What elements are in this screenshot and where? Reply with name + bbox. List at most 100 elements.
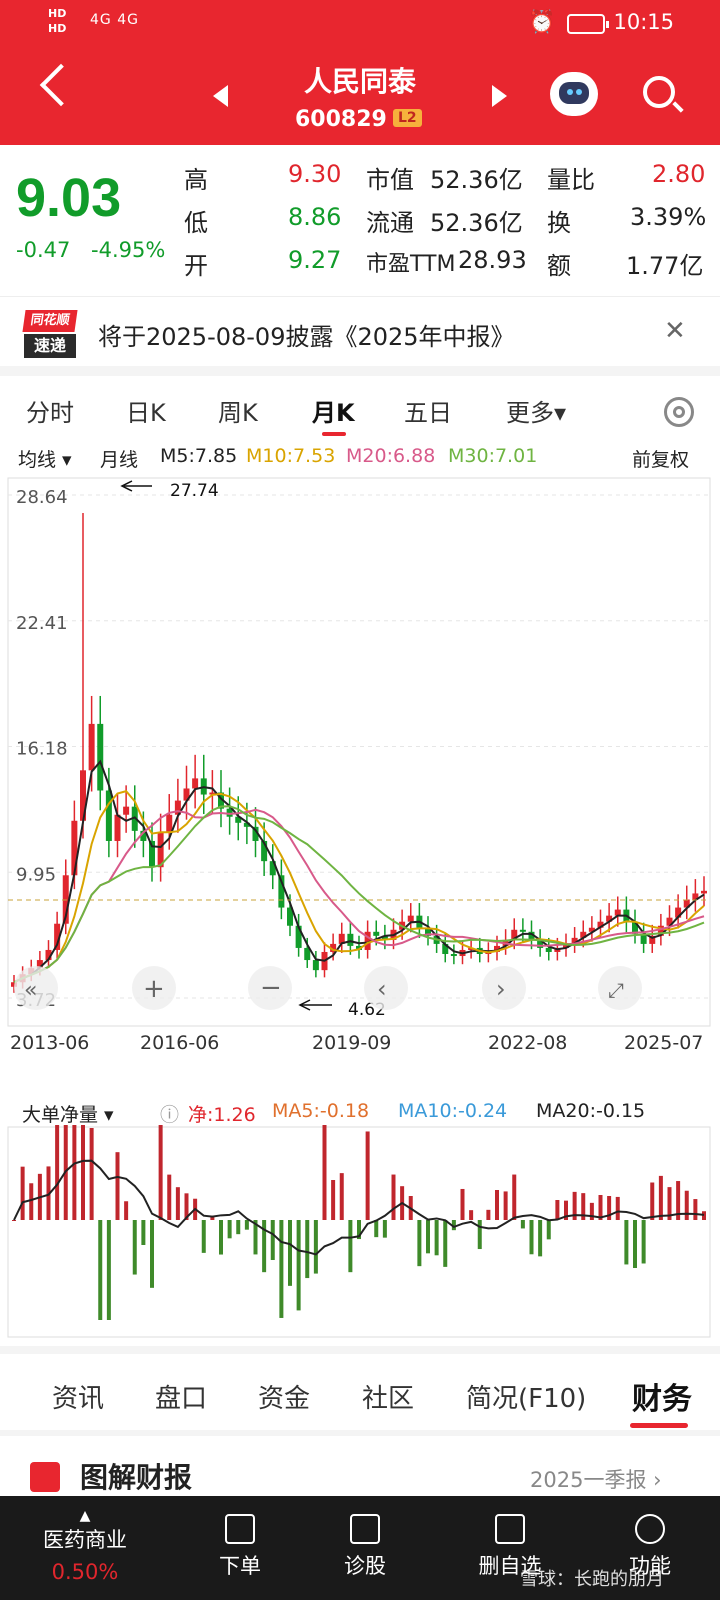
flow-bar xyxy=(167,1174,172,1220)
candle-body xyxy=(192,778,199,789)
flow-bar xyxy=(581,1193,586,1220)
flow-bar xyxy=(495,1190,499,1220)
chevron-left-icon: ‹ xyxy=(377,975,387,1003)
menu-icon xyxy=(635,1514,665,1544)
flow-bar xyxy=(357,1220,361,1240)
candle-body xyxy=(519,929,526,932)
candle-body xyxy=(287,907,293,926)
ticker-text[interactable]: 将于2025-08-09披露《2025年中报》 xyxy=(98,323,515,351)
candle-body xyxy=(54,923,61,950)
settings-icon[interactable] xyxy=(664,397,694,427)
high-annotation-label: 27.74 xyxy=(170,481,219,501)
tab-orderbook[interactable]: 盘口 xyxy=(155,1384,208,1414)
nav-sector[interactable]: ▲ 医药商业 0.50% xyxy=(10,1496,160,1600)
x-tick-label: 2025-07 xyxy=(624,1032,704,1054)
flow-bar xyxy=(684,1190,689,1220)
flow-bar xyxy=(132,1220,137,1275)
chart-grid xyxy=(8,494,710,999)
mcap-label: 市值 xyxy=(366,166,414,194)
next-stock-button[interactable] xyxy=(492,85,507,107)
l2-badge[interactable]: L2 xyxy=(393,109,422,127)
y-tick-label: 16.18 xyxy=(16,739,68,760)
flow-bar xyxy=(29,1183,34,1220)
flow-bar xyxy=(150,1220,154,1288)
tab-more[interactable]: 更多▾ xyxy=(506,399,567,427)
flow-bar xyxy=(322,1125,327,1220)
tab-f10[interactable]: 简况(F10) xyxy=(466,1384,587,1414)
candle-body xyxy=(632,921,638,934)
nav-remove-watchlist[interactable]: 删自选 xyxy=(460,1496,560,1600)
x-tick-label: 2019-09 xyxy=(312,1032,392,1054)
indicator-selector[interactable]: 大单净量 ▾ xyxy=(22,1104,114,1126)
candle-body xyxy=(537,939,544,948)
flow-bars xyxy=(12,1125,706,1320)
rewind-button xyxy=(14,966,58,1010)
stock-code: 600829 xyxy=(295,107,387,132)
close-icon[interactable]: ✕ xyxy=(664,316,686,346)
ma-selector[interactable]: 均线 ▾ xyxy=(18,449,72,471)
robot-assistant-icon[interactable] xyxy=(550,72,598,116)
candle-body xyxy=(330,943,337,952)
ma5-value: M5:7.85 xyxy=(160,445,238,467)
flow-bar xyxy=(667,1187,672,1220)
flow-bar xyxy=(451,1220,456,1231)
x-tick-label: 2022-08 xyxy=(488,1032,568,1054)
tab-weekly-k[interactable]: 周K xyxy=(218,399,258,427)
tab-daily-k[interactable]: 日K xyxy=(126,399,166,427)
candle-body xyxy=(657,925,664,936)
adjust-toggle[interactable]: 前复权 xyxy=(632,449,690,471)
flow-bar xyxy=(434,1220,439,1256)
flow-bar xyxy=(641,1220,646,1264)
flow-bar xyxy=(98,1220,103,1320)
flow-bar xyxy=(374,1220,379,1238)
candle-body xyxy=(606,915,613,922)
tab-news[interactable]: 资讯 xyxy=(52,1384,105,1414)
float-value: 52.36亿 xyxy=(430,209,523,237)
candle-body xyxy=(140,830,147,841)
tab-intraday[interactable]: 分时 xyxy=(26,399,74,427)
flow-bar xyxy=(469,1210,474,1220)
flow-bar xyxy=(305,1220,310,1279)
flow-bar xyxy=(201,1220,206,1253)
flow-bar xyxy=(546,1220,551,1240)
caret-up-icon: ▲ xyxy=(79,1508,91,1524)
flow-bar xyxy=(426,1220,430,1254)
ma20-value: M20:6.88 xyxy=(346,445,436,467)
tab-capital[interactable]: 资金 xyxy=(258,1384,311,1414)
news-ticker[interactable] xyxy=(0,296,720,368)
flow-bar xyxy=(175,1187,180,1220)
active-tab-indicator xyxy=(322,432,346,436)
candle-body xyxy=(425,927,431,936)
candle-body xyxy=(235,816,242,823)
nav-functions[interactable]: 功能 xyxy=(600,1496,700,1600)
candle-body xyxy=(304,947,311,961)
prev-stock-button[interactable] xyxy=(213,85,228,107)
x-tick-label: 2016-06 xyxy=(140,1032,220,1054)
flow-bar xyxy=(633,1220,637,1268)
tab-monthly-k[interactable]: 月K xyxy=(312,399,355,427)
candle-body xyxy=(545,947,552,952)
candle-body xyxy=(62,875,69,924)
flow-bar xyxy=(443,1220,448,1267)
order-icon xyxy=(225,1514,255,1544)
help-icon[interactable]: ⓘ xyxy=(160,1104,180,1126)
nav-diagnose[interactable]: 诊股 xyxy=(315,1496,415,1600)
battery-icon xyxy=(567,14,609,34)
candle-body xyxy=(218,792,224,809)
flow-chart[interactable] xyxy=(0,1125,720,1340)
candle-body xyxy=(252,826,259,841)
mcap-value: 52.36亿 xyxy=(430,166,523,194)
flow-bar xyxy=(262,1220,267,1273)
search-icon[interactable] xyxy=(643,76,675,108)
tab-five-day[interactable]: 五日 xyxy=(404,399,452,427)
report-period-link[interactable]: 2025一季报 › xyxy=(530,1468,662,1492)
candle-body xyxy=(36,960,43,969)
price-change: -0.47 xyxy=(16,238,71,262)
tab-community[interactable]: 社区 xyxy=(362,1384,415,1414)
nav-order[interactable]: 下单 xyxy=(190,1496,290,1600)
x-tick-label: 2013-06 xyxy=(10,1032,90,1054)
tab-finance[interactable]: 财务 xyxy=(632,1382,692,1417)
clock: 10:15 xyxy=(613,10,674,34)
ma30-line xyxy=(13,805,705,984)
